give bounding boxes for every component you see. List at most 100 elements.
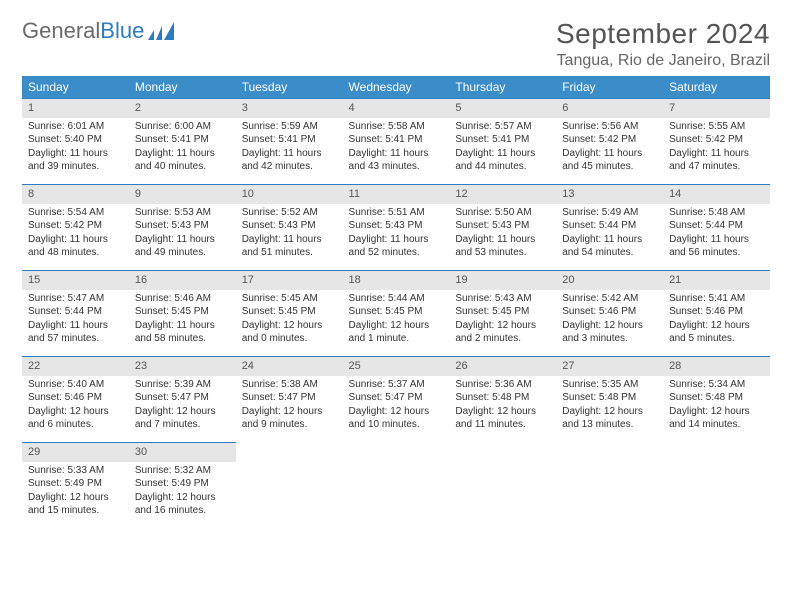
sunset-line: Sunset: 5:45 PM	[135, 305, 230, 319]
sunset-value: 5:45 PM	[385, 306, 422, 317]
sunset-line: Sunset: 5:49 PM	[28, 477, 123, 491]
sunset-value: 5:48 PM	[492, 392, 529, 403]
calendar-cell: 27Sunrise: 5:35 AMSunset: 5:48 PMDayligh…	[556, 356, 663, 442]
calendar-cell: 5Sunrise: 5:57 AMSunset: 5:41 PMDaylight…	[449, 98, 556, 184]
sunset-line: Sunset: 5:43 PM	[242, 219, 337, 233]
daylight-line: Daylight: 11 hours and 40 minutes.	[135, 147, 230, 174]
calendar-cell: ..	[449, 442, 556, 528]
daylight-value: 12 hours and 16 minutes.	[135, 492, 216, 517]
sunrise-line: Sunrise: 5:43 AM	[455, 292, 550, 306]
daylight-value: 11 hours and 43 minutes.	[349, 148, 429, 173]
day-body: Sunrise: 5:50 AMSunset: 5:43 PMDaylight:…	[449, 204, 556, 264]
sunrise-line: Sunrise: 5:39 AM	[135, 378, 230, 392]
calendar-cell: 11Sunrise: 5:51 AMSunset: 5:43 PMDayligh…	[343, 184, 450, 270]
sunset-line: Sunset: 5:44 PM	[562, 219, 657, 233]
calendar-cell: 30Sunrise: 5:32 AMSunset: 5:49 PMDayligh…	[129, 442, 236, 528]
calendar-week-row: 15Sunrise: 5:47 AMSunset: 5:44 PMDayligh…	[22, 270, 770, 356]
calendar-cell: 21Sunrise: 5:41 AMSunset: 5:46 PMDayligh…	[663, 270, 770, 356]
daylight-value: 11 hours and 56 minutes.	[669, 234, 749, 259]
day-number: 28	[663, 356, 770, 376]
sunset-line: Sunset: 5:48 PM	[669, 391, 764, 405]
calendar-cell: 2Sunrise: 6:00 AMSunset: 5:41 PMDaylight…	[129, 98, 236, 184]
daylight-line: Daylight: 12 hours and 9 minutes.	[242, 405, 337, 432]
daylight-line: Daylight: 11 hours and 48 minutes.	[28, 233, 123, 260]
calendar-table: SundayMondayTuesdayWednesdayThursdayFrid…	[22, 76, 770, 528]
sunrise-line: Sunrise: 5:56 AM	[562, 120, 657, 134]
sunset-line: Sunset: 5:45 PM	[242, 305, 337, 319]
sunrise-value: 5:39 AM	[174, 379, 211, 390]
sunset-line: Sunset: 5:47 PM	[242, 391, 337, 405]
sunset-line: Sunset: 5:48 PM	[455, 391, 550, 405]
day-body: Sunrise: 5:52 AMSunset: 5:43 PMDaylight:…	[236, 204, 343, 264]
weekday-header: Friday	[556, 76, 663, 98]
sunrise-value: 5:35 AM	[602, 379, 639, 390]
sunrise-value: 5:34 AM	[709, 379, 746, 390]
sunrise-line: Sunrise: 6:01 AM	[28, 120, 123, 134]
daylight-value: 11 hours and 51 minutes.	[242, 234, 322, 259]
calendar-cell: 7Sunrise: 5:55 AMSunset: 5:42 PMDaylight…	[663, 98, 770, 184]
sunrise-value: 5:56 AM	[602, 121, 639, 132]
day-body: Sunrise: 5:51 AMSunset: 5:43 PMDaylight:…	[343, 204, 450, 264]
location-subtitle: Tangua, Rio de Janeiro, Brazil	[556, 52, 770, 70]
day-number: 23	[129, 356, 236, 376]
day-body: Sunrise: 5:58 AMSunset: 5:41 PMDaylight:…	[343, 118, 450, 178]
day-number: 20	[556, 270, 663, 290]
sunrise-line: Sunrise: 5:49 AM	[562, 206, 657, 220]
day-body: Sunrise: 5:39 AMSunset: 5:47 PMDaylight:…	[129, 376, 236, 436]
day-number: 2	[129, 98, 236, 118]
sunrise-line: Sunrise: 5:41 AM	[669, 292, 764, 306]
weekday-header: Tuesday	[236, 76, 343, 98]
sunrise-value: 5:33 AM	[67, 465, 104, 476]
sunrise-value: 5:42 AM	[602, 293, 639, 304]
day-number: 8	[22, 184, 129, 204]
calendar-cell: 8Sunrise: 5:54 AMSunset: 5:42 PMDaylight…	[22, 184, 129, 270]
calendar-cell: 24Sunrise: 5:38 AMSunset: 5:47 PMDayligh…	[236, 356, 343, 442]
header: GeneralBlue September 2024 Tangua, Rio d…	[22, 18, 770, 70]
sunset-value: 5:43 PM	[172, 220, 209, 231]
day-body: Sunrise: 5:42 AMSunset: 5:46 PMDaylight:…	[556, 290, 663, 350]
day-number: 15	[22, 270, 129, 290]
sunset-value: 5:48 PM	[599, 392, 636, 403]
daylight-line: Daylight: 11 hours and 49 minutes.	[135, 233, 230, 260]
calendar-cell: ..	[236, 442, 343, 528]
day-body: Sunrise: 6:00 AMSunset: 5:41 PMDaylight:…	[129, 118, 236, 178]
weekday-header: Thursday	[449, 76, 556, 98]
sunrise-line: Sunrise: 5:58 AM	[349, 120, 444, 134]
calendar-cell: 16Sunrise: 5:46 AMSunset: 5:45 PMDayligh…	[129, 270, 236, 356]
sunrise-value: 5:58 AM	[388, 121, 425, 132]
sunset-value: 5:46 PM	[65, 392, 102, 403]
day-body: Sunrise: 5:38 AMSunset: 5:47 PMDaylight:…	[236, 376, 343, 436]
sunrise-line: Sunrise: 5:34 AM	[669, 378, 764, 392]
sunset-line: Sunset: 5:49 PM	[135, 477, 230, 491]
day-number: 11	[343, 184, 450, 204]
sunset-value: 5:44 PM	[706, 220, 743, 231]
sunrise-value: 5:40 AM	[67, 379, 104, 390]
sunset-line: Sunset: 5:45 PM	[455, 305, 550, 319]
calendar-cell: 17Sunrise: 5:45 AMSunset: 5:45 PMDayligh…	[236, 270, 343, 356]
daylight-value: 11 hours and 45 minutes.	[562, 148, 642, 173]
daylight-line: Daylight: 12 hours and 1 minute.	[349, 319, 444, 346]
sunset-line: Sunset: 5:40 PM	[28, 133, 123, 147]
sunset-value: 5:41 PM	[278, 134, 315, 145]
sunset-line: Sunset: 5:46 PM	[28, 391, 123, 405]
month-title: September 2024	[556, 18, 770, 50]
sunrise-line: Sunrise: 5:51 AM	[349, 206, 444, 220]
sunrise-value: 6:00 AM	[174, 121, 211, 132]
sunset-value: 5:42 PM	[65, 220, 102, 231]
day-body: Sunrise: 5:44 AMSunset: 5:45 PMDaylight:…	[343, 290, 450, 350]
sunset-value: 5:47 PM	[385, 392, 422, 403]
sunset-line: Sunset: 5:44 PM	[669, 219, 764, 233]
weekday-header: Wednesday	[343, 76, 450, 98]
daylight-line: Daylight: 11 hours and 44 minutes.	[455, 147, 550, 174]
sunrise-line: Sunrise: 5:42 AM	[562, 292, 657, 306]
calendar-cell: 20Sunrise: 5:42 AMSunset: 5:46 PMDayligh…	[556, 270, 663, 356]
daylight-value: 11 hours and 52 minutes.	[349, 234, 429, 259]
daylight-value: 12 hours and 9 minutes.	[242, 406, 323, 431]
day-body: Sunrise: 5:33 AMSunset: 5:49 PMDaylight:…	[22, 462, 129, 522]
daylight-value: 11 hours and 53 minutes.	[455, 234, 535, 259]
sunset-value: 5:48 PM	[706, 392, 743, 403]
daylight-line: Daylight: 11 hours and 51 minutes.	[242, 233, 337, 260]
sunrise-value: 5:37 AM	[388, 379, 425, 390]
sunrise-value: 6:01 AM	[67, 121, 104, 132]
sunset-value: 5:43 PM	[278, 220, 315, 231]
